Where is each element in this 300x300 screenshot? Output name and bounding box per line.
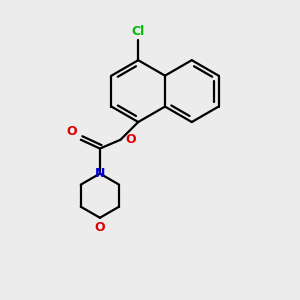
Text: O: O bbox=[67, 125, 77, 138]
Text: Cl: Cl bbox=[132, 25, 145, 38]
Text: N: N bbox=[95, 167, 105, 180]
Text: O: O bbox=[125, 133, 136, 146]
Text: O: O bbox=[94, 221, 105, 234]
